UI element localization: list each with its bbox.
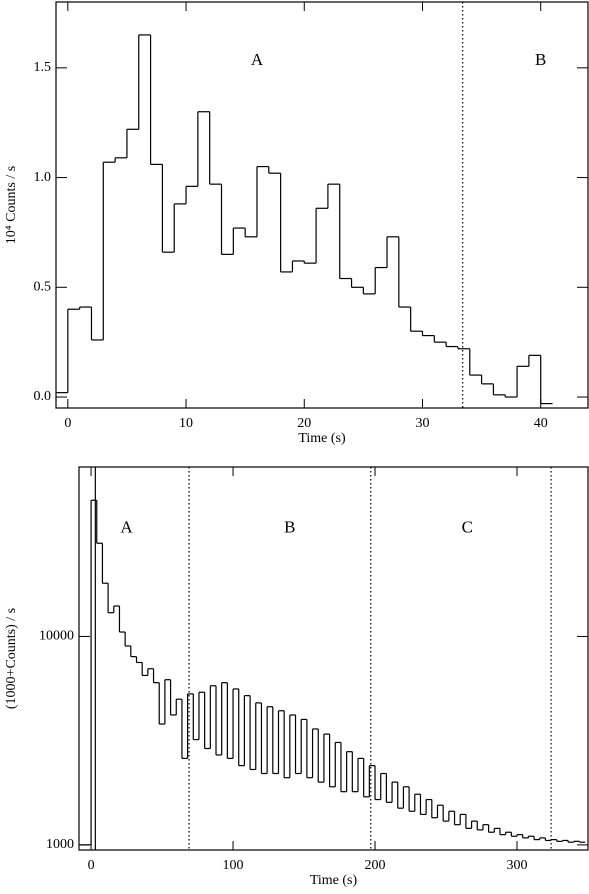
annotation: A <box>120 517 133 536</box>
y-tick-label: 10000 <box>39 629 74 644</box>
y-axis-label: (1000+Counts) / s <box>4 608 19 709</box>
panel: 0 10 20 30 40 0.0 0.5 1.0 1.5 Time (s) 10⁴ Counts … <box>4 1 589 446</box>
annotation: B <box>284 517 295 536</box>
y-tick-label: 1.5 <box>34 60 52 75</box>
x-tick-label: 0 <box>88 858 95 873</box>
x-tick-label: 20 <box>297 416 311 431</box>
y-axis-label: 10⁴ Counts / s <box>4 166 19 244</box>
x-axis-label: Time (s) <box>310 873 358 888</box>
plot-frame <box>78 466 589 851</box>
x-tick-label: 40 <box>534 416 548 431</box>
annotation: A <box>251 50 264 69</box>
annotation: B <box>535 50 546 69</box>
y-tick-label: 1.0 <box>34 170 52 185</box>
y-tick-label: 0.0 <box>34 389 52 404</box>
x-axis-label: Time (s) <box>298 431 346 446</box>
x-tick-label: 10 <box>179 416 193 431</box>
plot-frame <box>55 1 589 409</box>
x-tick-label: 0 <box>64 416 71 431</box>
y-tick-label: 0.5 <box>34 280 52 295</box>
x-tick-label: 200 <box>365 858 386 873</box>
x-tick-label: 100 <box>223 858 244 873</box>
plot-area <box>79 467 586 850</box>
x-tick-label: 30 <box>415 416 429 431</box>
plot-area <box>56 2 553 408</box>
y-tick-label: 1000 <box>46 837 74 852</box>
panel: 0 100 200 300 1000 10000 Time (s) (1000+Counts)… <box>4 466 589 888</box>
x-tick-label: 300 <box>507 858 528 873</box>
annotation: C <box>462 517 473 536</box>
